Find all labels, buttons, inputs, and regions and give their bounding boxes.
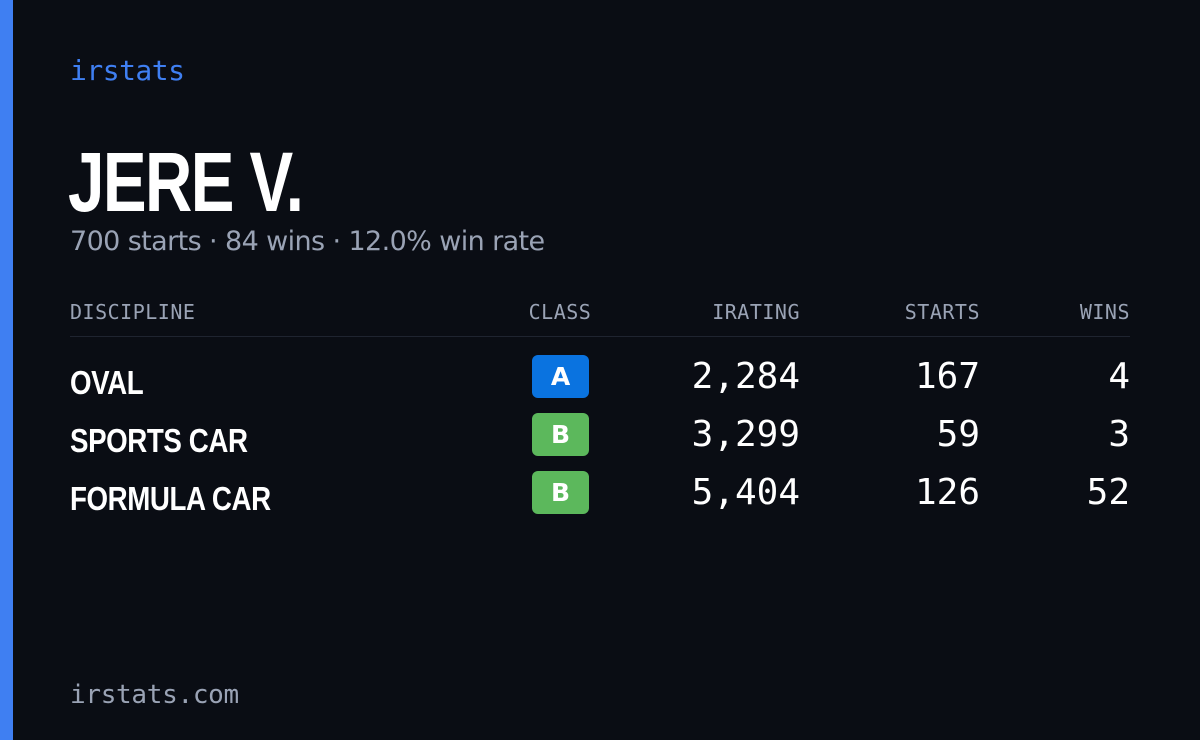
starts-value: 126 (914, 472, 980, 513)
wins-value: 4 (1108, 356, 1130, 397)
discipline-label: SPORTS CAR (70, 422, 248, 459)
irating-value: 5,404 (691, 472, 800, 513)
irating-value: 3,299 (691, 414, 800, 455)
irating-value: 2,284 (691, 356, 800, 397)
driver-summary: 700 starts · 84 wins · 12.0% win rate (70, 226, 545, 257)
table-body: OVAL A 2,284 167 4 SPORTS CAR B 3,299 59… (70, 337, 1130, 527)
starts-value: 167 (914, 356, 980, 397)
header-starts: STARTS (904, 300, 980, 324)
starts-value: 59 (936, 414, 980, 455)
discipline-label: FORMULA CAR (70, 480, 271, 517)
table-row: FORMULA CAR B 5,404 126 52 (70, 469, 1130, 527)
brand-logo: irstats (70, 54, 185, 87)
table-header: DISCIPLINE CLASS IRATING STARTS WINS (70, 296, 1130, 337)
wins-value: 3 (1108, 414, 1130, 455)
class-badge: B (532, 471, 589, 514)
wins-value: 52 (1086, 472, 1130, 513)
discipline-label: OVAL (70, 364, 144, 401)
header-wins: WINS (1079, 300, 1130, 324)
table-row: OVAL A 2,284 167 4 (70, 353, 1130, 411)
header-discipline: DISCIPLINE (70, 300, 196, 324)
accent-bar (0, 0, 13, 740)
header-class: CLASS (528, 300, 592, 324)
header-irating: IRATING (712, 300, 800, 324)
class-badge: A (532, 355, 589, 398)
stats-table: DISCIPLINE CLASS IRATING STARTS WINS OVA… (70, 296, 1130, 527)
footer-url: irstats.com (70, 680, 239, 710)
driver-name: JERE V. (68, 135, 304, 229)
table-row: SPORTS CAR B 3,299 59 3 (70, 411, 1130, 469)
class-badge: B (532, 413, 589, 456)
